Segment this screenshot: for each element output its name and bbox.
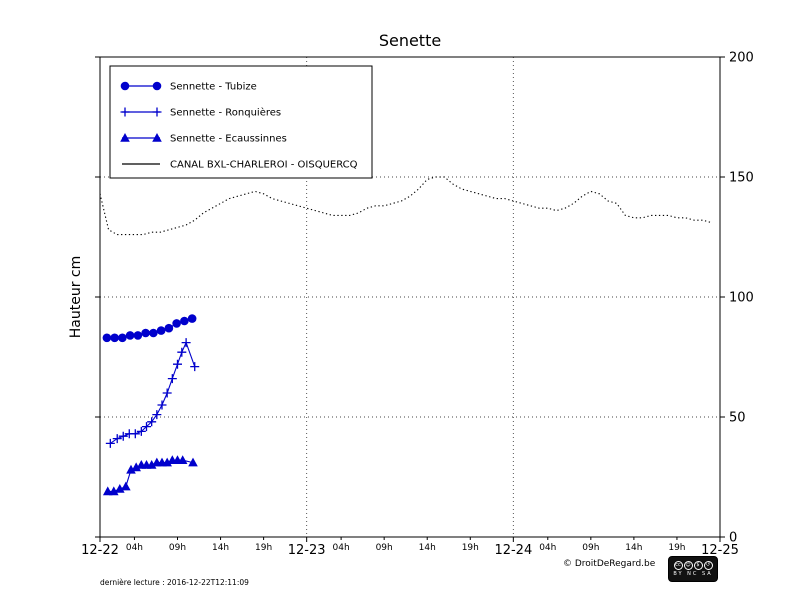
triangle-marker: [102, 486, 113, 496]
circle-marker: [180, 316, 189, 326]
triangle-marker: [121, 481, 131, 491]
series-2: [102, 455, 198, 496]
y-axis-label: Hauteur cm: [68, 256, 84, 339]
plus-marker: [167, 374, 177, 384]
x-minor-tick-label: 14h: [212, 543, 229, 553]
x-minor-tick-label: 09h: [582, 543, 599, 553]
plus-marker: [136, 426, 146, 436]
cc-license-icons: cc ☺ $ ↺: [673, 561, 713, 570]
noncommercial-icon: $: [693, 561, 703, 570]
plus-marker: [142, 422, 151, 432]
series-1: [105, 338, 200, 448]
y-tick-label: 50: [729, 411, 746, 426]
circle-marker: [110, 333, 119, 343]
triangle-marker: [115, 484, 125, 493]
x-minor-tick-label: 19h: [668, 543, 685, 553]
legend-label: Sennette - Ecaussinnes: [170, 134, 287, 145]
circle-marker: [118, 333, 127, 343]
legend-label: Sennette - Ronquières: [170, 107, 281, 119]
cc-license-badge[interactable]: cc ☺ $ ↺ BY NC SA: [668, 556, 718, 582]
legend-label: Sennette - Tubize: [170, 82, 257, 93]
triangle-marker: [146, 460, 157, 469]
plus-marker: [118, 431, 128, 441]
x-minor-tick-label: 04h: [539, 543, 556, 553]
series-0: [102, 314, 197, 343]
triangle-marker: [152, 133, 162, 142]
plus-marker: [105, 438, 115, 448]
y-tick-label: 100: [729, 291, 754, 306]
attribution-icon: ☺: [683, 561, 693, 570]
triangle-marker: [108, 486, 119, 496]
y-tick-label: 200: [729, 51, 754, 66]
plus-marker: [152, 410, 162, 420]
x-minor-tick-label: 04h: [126, 543, 143, 553]
y-tick-label: 0: [729, 531, 737, 546]
footer-meta: dernière lecture : 2016-12-22T12:11:09 d…: [100, 558, 249, 600]
circle-marker: [164, 323, 174, 333]
x-major-tick-label: 12-24: [494, 543, 532, 558]
plus-marker: [162, 388, 172, 398]
circle-marker: [149, 328, 158, 338]
x-major-tick-label: 12-23: [288, 543, 326, 558]
triangle-marker: [131, 462, 141, 472]
circle-marker: [102, 333, 112, 343]
plus-marker: [112, 434, 122, 444]
circle-marker: [172, 319, 181, 328]
triangle-marker: [120, 133, 130, 142]
sharealike-icon: ↺: [703, 561, 713, 570]
triangle-marker: [177, 455, 188, 464]
legend: Sennette - Tubize Sennette - Ronquières Se…: [109, 65, 373, 179]
x-minor-tick-label: 19h: [255, 543, 272, 553]
triangle-marker: [162, 457, 172, 467]
x-major-tick-label: 12-25: [701, 543, 739, 558]
copyright-text: © DroitDeRegard.be: [563, 559, 656, 569]
circle-marker: [187, 314, 197, 323]
x-major-tick-label: 12-22: [81, 543, 119, 558]
plus-marker: [152, 107, 162, 117]
circle-marker: [120, 81, 130, 91]
x-minor-tick-label: 14h: [625, 543, 642, 553]
x-minor-tick-label: 19h: [462, 543, 479, 553]
plus-marker: [157, 400, 167, 410]
plus-marker: [120, 107, 130, 117]
last-reading-text: dernière lecture : 2016-12-22T12:11:09: [100, 578, 249, 587]
plus-marker: [181, 338, 191, 348]
x-minor-tick-label: 09h: [376, 543, 393, 553]
cc-icon: cc: [673, 561, 683, 570]
plus-marker: [190, 362, 200, 372]
axes: 0 50 100 150 200 12-22 12-23 12-24 12-25 04h 09h 14…: [68, 31, 754, 558]
plus-marker: [147, 417, 157, 427]
triangle-marker: [188, 457, 198, 467]
circle-marker: [141, 328, 150, 338]
x-minor-tick-label: 14h: [419, 543, 436, 553]
legend-label: CANAL BXL-CHARLEROI - OISQUERCQ: [170, 160, 358, 171]
plus-marker: [130, 429, 140, 439]
plus-marker: [177, 347, 187, 357]
x-minor-tick-label: 09h: [169, 543, 186, 553]
plus-marker: [173, 359, 182, 369]
x-minor-tick-label: 04h: [333, 543, 350, 553]
series-3: [99, 176, 712, 236]
circle-marker: [156, 326, 166, 335]
circle-marker: [125, 331, 135, 340]
circle-marker: [152, 81, 162, 91]
circle-marker: [133, 331, 143, 340]
triangle-marker: [126, 464, 136, 474]
y-tick-label: 150: [729, 171, 754, 186]
cc-license-label: BY NC SA: [673, 571, 713, 577]
chart-title: Senette: [379, 31, 441, 50]
